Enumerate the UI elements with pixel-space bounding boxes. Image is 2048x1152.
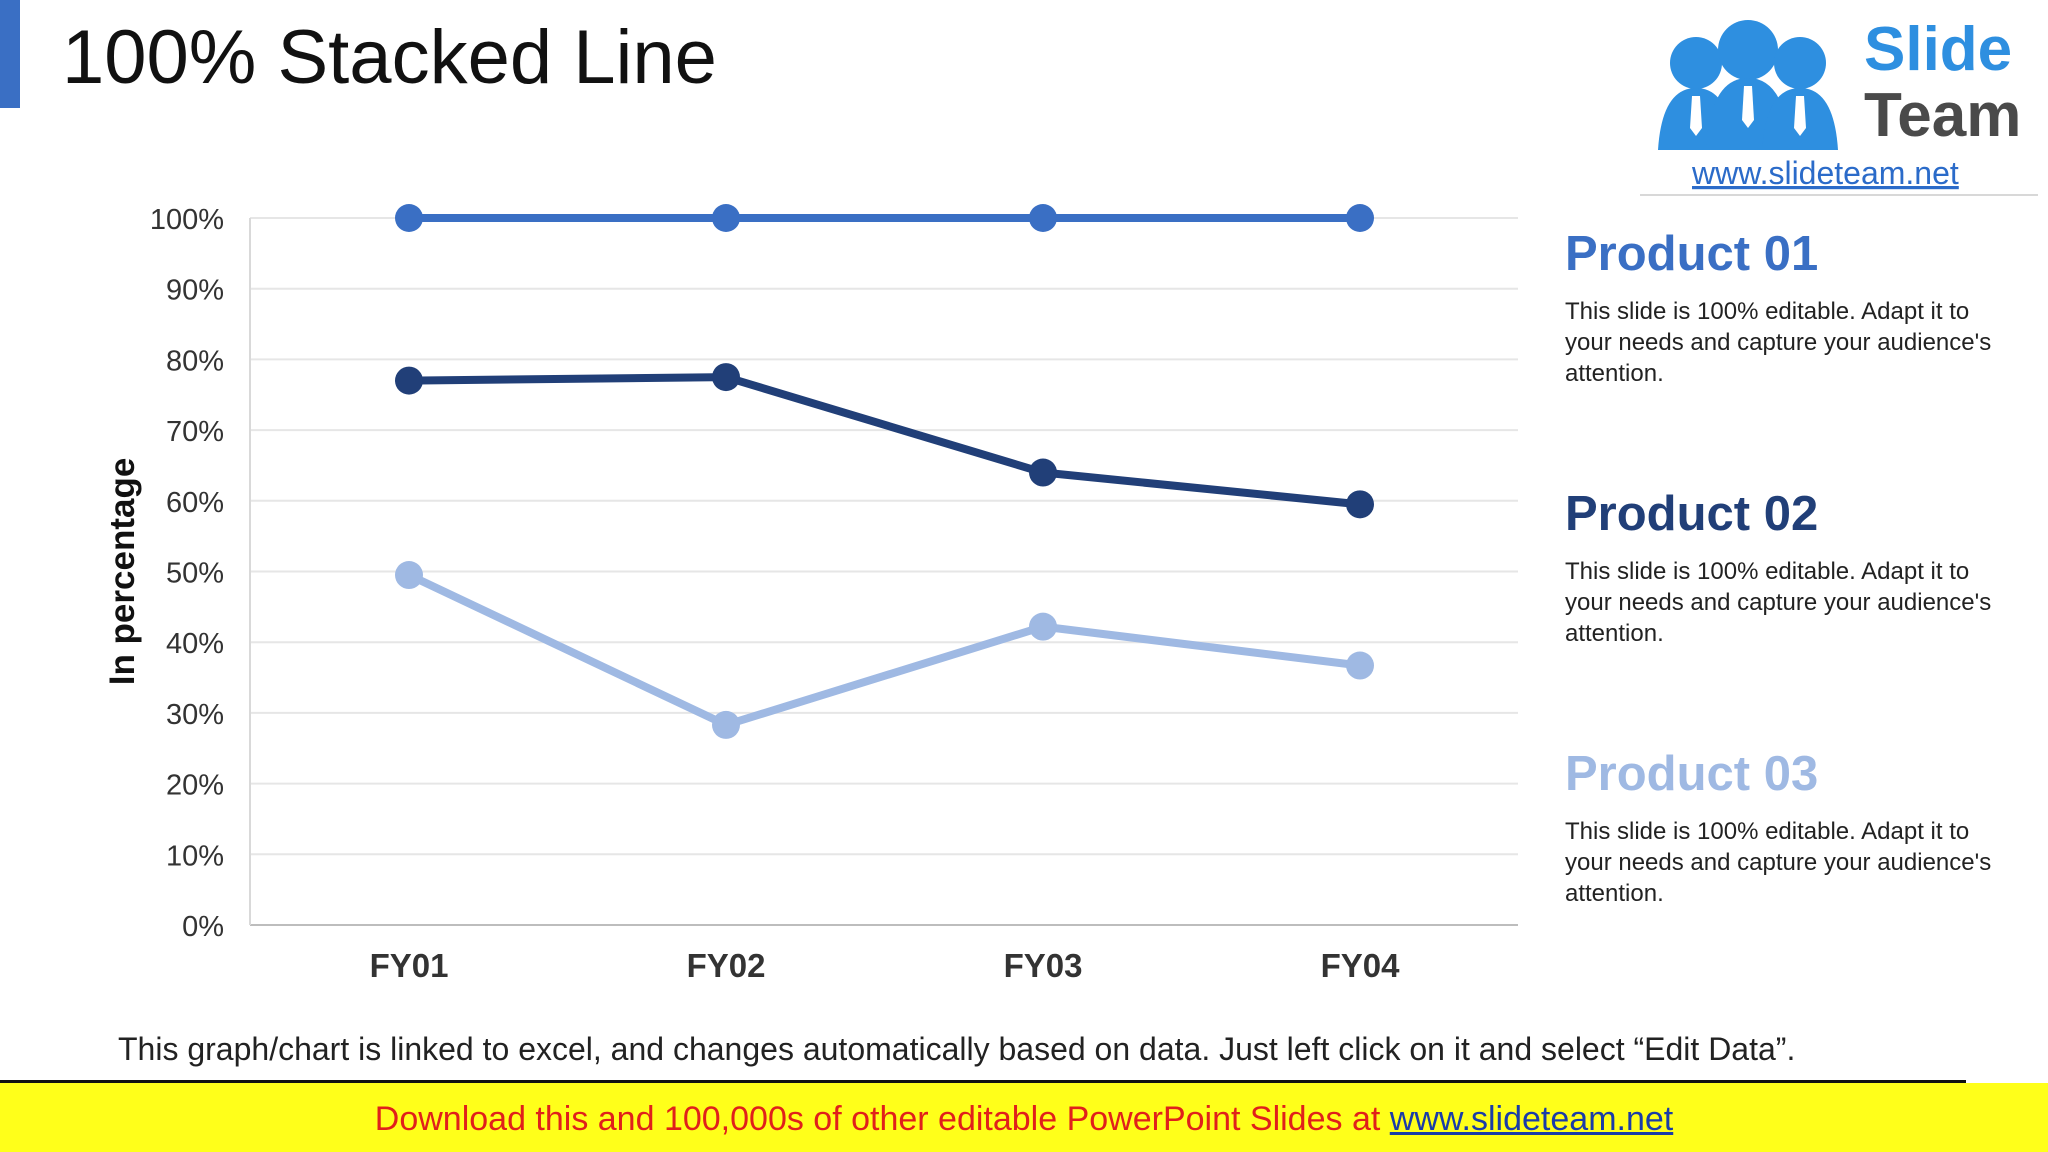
data-point[interactable] — [1029, 458, 1057, 487]
chart-series — [395, 204, 1374, 739]
y-tick-label: 80% — [166, 345, 224, 377]
product-03-text: This slide is 100% editable. Adapt it to… — [1565, 818, 1992, 907]
footer-rule — [0, 1080, 1966, 1083]
data-point[interactable] — [712, 363, 740, 392]
y-tick-label: 40% — [166, 628, 224, 660]
data-point[interactable] — [712, 204, 740, 232]
product-03-title: Product 03 — [1565, 747, 1819, 801]
y-axis-ticks: 0% 10% 20% 30% 40% 50% 60% 70% 80% 90% 100% — [150, 204, 224, 943]
series-line — [407, 571, 1361, 729]
x-tick-label: FY02 — [687, 947, 766, 984]
series-3 — [395, 561, 1374, 739]
slideteam-logo[interactable]: Slide Team www.slideteam.net — [1640, 8, 2040, 198]
y-tick-label: 30% — [166, 699, 224, 731]
data-point[interactable] — [1346, 204, 1374, 232]
y-tick-label: 100% — [150, 204, 224, 236]
product-03-block: Product 03 This slide is 100% editable. … — [1565, 746, 1995, 909]
logo-divider — [1640, 194, 2038, 196]
y-tick-label: 50% — [166, 558, 224, 590]
data-point[interactable] — [1029, 204, 1057, 232]
data-point[interactable] — [395, 366, 423, 395]
chart-gridlines — [250, 217, 1518, 856]
y-tick-label: 90% — [166, 275, 224, 307]
product-02-title: Product 02 — [1565, 487, 1819, 541]
product-01-text: This slide is 100% editable. Adapt it to… — [1565, 298, 1992, 387]
x-tick-label: FY01 — [370, 947, 449, 984]
product-02-text: This slide is 100% editable. Adapt it to… — [1565, 558, 1992, 647]
data-point[interactable] — [712, 710, 740, 739]
series-1 — [395, 204, 1374, 232]
slide-title: 100% Stacked Line — [62, 15, 717, 100]
series-2 — [395, 363, 1374, 519]
y-tick-label: 10% — [166, 840, 224, 872]
y-tick-label: 70% — [166, 416, 224, 448]
data-point[interactable] — [1346, 651, 1374, 680]
chart-footnote: This graph/chart is linked to excel, and… — [118, 1031, 1796, 1067]
banner-text: Download this and 100,000s of other edit… — [375, 1100, 1673, 1139]
people-icon — [1658, 20, 1838, 150]
logo-word-team: Team — [1864, 81, 2021, 150]
logo-word-slide: Slide — [1864, 15, 2012, 84]
banner-link[interactable]: www.slideteam.net — [1389, 1100, 1674, 1138]
banner-message: Download this and 100,000s of other edit… — [374, 1100, 1390, 1138]
product-01-title: Product 01 — [1565, 227, 1819, 281]
y-tick-label: 0% — [182, 911, 224, 943]
series-line — [408, 373, 1361, 509]
logo-url-link[interactable]: www.slideteam.net — [1691, 155, 1959, 191]
data-point[interactable] — [395, 204, 423, 232]
product-01-block: Product 01 This slide is 100% editable. … — [1565, 226, 1995, 389]
data-point[interactable] — [395, 561, 423, 590]
y-tick-label: 60% — [166, 487, 224, 519]
x-tick-label: FY04 — [1321, 947, 1401, 984]
data-point[interactable] — [1029, 612, 1057, 641]
data-point[interactable] — [1346, 490, 1374, 519]
download-banner: Download this and 100,000s of other edit… — [0, 1083, 2048, 1152]
x-axis-ticks: FY01 FY02 FY03 FY04 — [370, 947, 1401, 984]
y-tick-label: 20% — [166, 770, 224, 802]
product-02-block: Product 02 This slide is 100% editable. … — [1565, 486, 1995, 649]
x-tick-label: FY03 — [1004, 947, 1083, 984]
title-accent-bar — [0, 0, 20, 108]
y-axis-label: In percentage — [103, 458, 142, 686]
stacked-line-chart[interactable]: 0%10%20%30%40%50%60%70%80%90%100% FY01 FY… — [0, 180, 1540, 1010]
